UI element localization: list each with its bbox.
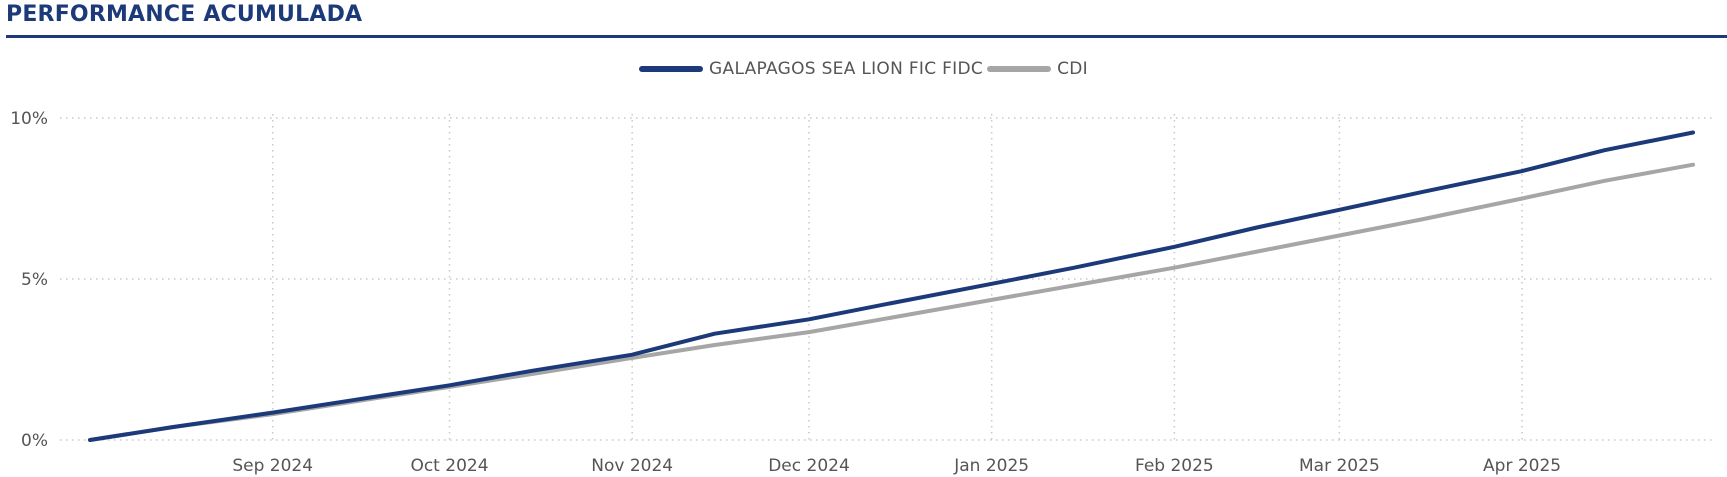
legend-swatch-fund — [639, 66, 704, 72]
legend-item-fund[interactable]: GALAPAGOS SEA LION FIC FIDC — [639, 59, 983, 79]
grid-lines — [60, 114, 1712, 441]
y-tick-label: 5% — [21, 270, 48, 290]
x-tick-label: Dec 2024 — [768, 456, 850, 476]
series-line-fund — [88, 130, 1695, 442]
x-axis-ticks: Sep 2024 Oct 2024 Nov 2024 Dec 2024 Jan 2025… — [232, 456, 1561, 476]
y-tick-label: 10% — [10, 109, 48, 129]
x-tick-label: Sep 2024 — [232, 456, 313, 476]
legend-label-cdi: CDI — [1057, 59, 1088, 79]
chart-legend: GALAPAGOS SEA LION FIC FIDC CDI — [0, 55, 1727, 83]
x-tick-label: Oct 2024 — [410, 456, 488, 476]
x-tick-label: Nov 2024 — [591, 456, 673, 476]
x-tick-label: Jan 2025 — [953, 456, 1029, 476]
series-lines — [88, 130, 1695, 442]
y-tick-label: 0% — [21, 431, 48, 451]
legend-swatch-cdi — [987, 66, 1052, 72]
y-axis-ticks: 0% 5% 10% — [10, 109, 48, 451]
x-tick-label: Apr 2025 — [1483, 456, 1561, 476]
legend-item-cdi[interactable]: CDI — [987, 59, 1088, 79]
legend-label-fund: GALAPAGOS SEA LION FIC FIDC — [709, 59, 984, 79]
x-tick-label: Feb 2025 — [1135, 456, 1214, 476]
title-divider — [6, 35, 1727, 38]
page-title: PERFORMANCE ACUMULADA — [6, 2, 363, 27]
x-tick-label: Mar 2025 — [1299, 456, 1380, 476]
